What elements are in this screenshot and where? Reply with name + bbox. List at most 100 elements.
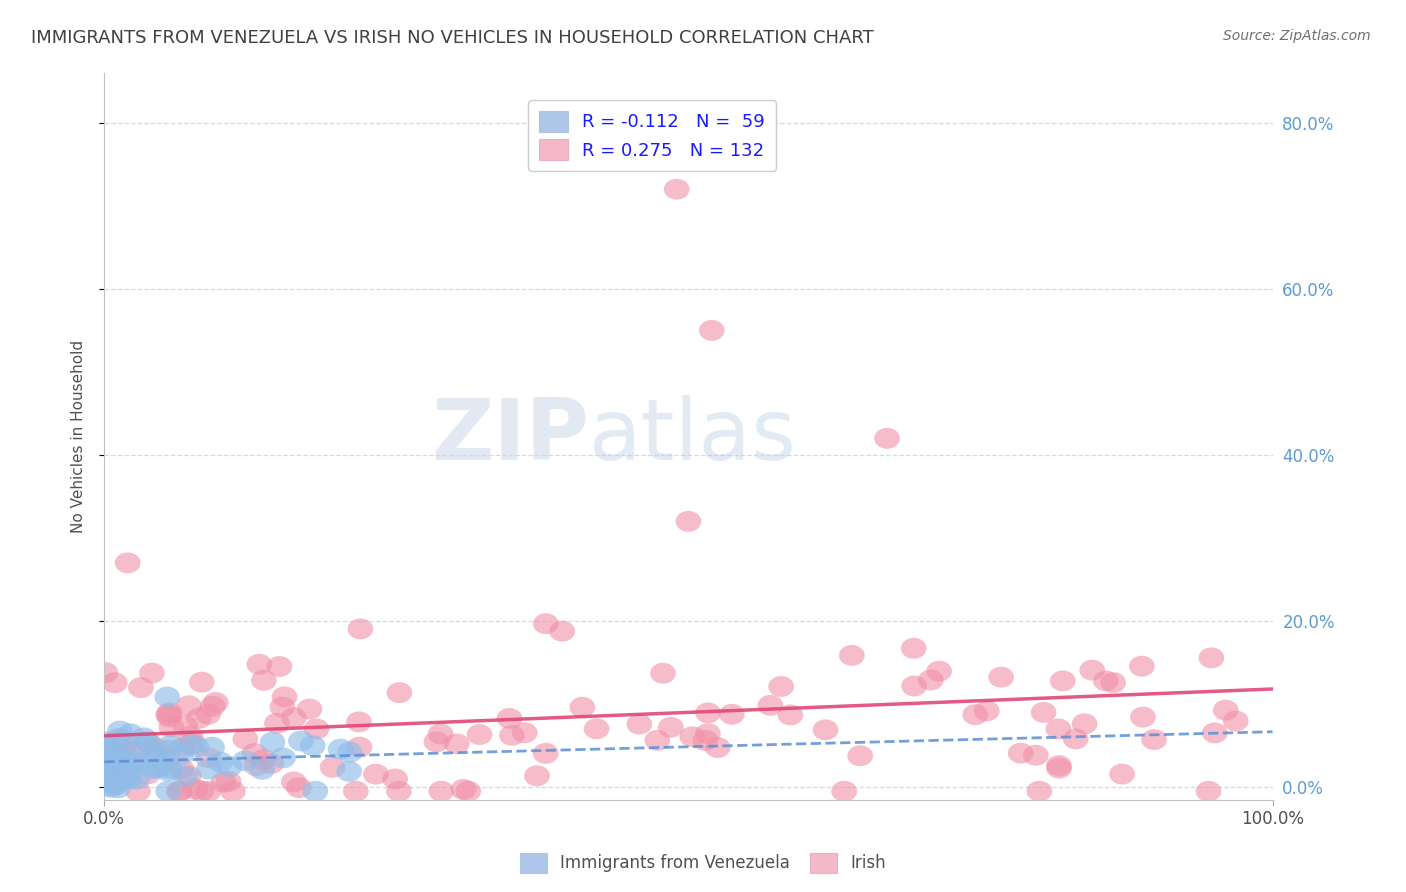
Ellipse shape <box>105 778 131 798</box>
Ellipse shape <box>186 708 212 729</box>
Ellipse shape <box>103 765 129 787</box>
Ellipse shape <box>1046 756 1071 776</box>
Ellipse shape <box>120 751 145 772</box>
Ellipse shape <box>1198 648 1225 668</box>
Ellipse shape <box>115 766 141 787</box>
Ellipse shape <box>704 737 731 758</box>
Ellipse shape <box>281 707 307 728</box>
Ellipse shape <box>156 739 181 760</box>
Ellipse shape <box>1129 656 1154 677</box>
Ellipse shape <box>695 723 721 744</box>
Ellipse shape <box>1071 714 1098 734</box>
Ellipse shape <box>143 747 169 768</box>
Ellipse shape <box>103 755 128 776</box>
Ellipse shape <box>1130 706 1156 728</box>
Ellipse shape <box>1213 699 1239 721</box>
Ellipse shape <box>918 670 943 690</box>
Ellipse shape <box>166 780 191 802</box>
Ellipse shape <box>243 756 270 776</box>
Ellipse shape <box>159 717 184 738</box>
Ellipse shape <box>974 700 1000 722</box>
Ellipse shape <box>297 698 322 720</box>
Ellipse shape <box>188 672 215 692</box>
Ellipse shape <box>103 774 129 795</box>
Ellipse shape <box>132 736 157 756</box>
Ellipse shape <box>444 733 470 755</box>
Ellipse shape <box>142 744 167 764</box>
Ellipse shape <box>98 777 124 797</box>
Ellipse shape <box>176 696 201 716</box>
Ellipse shape <box>143 758 169 779</box>
Ellipse shape <box>157 758 183 779</box>
Ellipse shape <box>664 178 689 200</box>
Ellipse shape <box>423 731 450 752</box>
Ellipse shape <box>134 731 160 752</box>
Ellipse shape <box>195 747 221 768</box>
Ellipse shape <box>1109 764 1135 784</box>
Ellipse shape <box>343 780 368 802</box>
Ellipse shape <box>1046 718 1071 739</box>
Ellipse shape <box>962 705 988 725</box>
Ellipse shape <box>169 738 195 758</box>
Ellipse shape <box>346 737 373 757</box>
Ellipse shape <box>496 708 523 729</box>
Ellipse shape <box>533 743 558 764</box>
Ellipse shape <box>128 677 153 698</box>
Ellipse shape <box>155 687 180 707</box>
Ellipse shape <box>1142 729 1167 750</box>
Ellipse shape <box>813 719 838 740</box>
Ellipse shape <box>101 673 128 693</box>
Text: IMMIGRANTS FROM VENEZUELA VS IRISH NO VEHICLES IN HOUSEHOLD CORRELATION CHART: IMMIGRANTS FROM VENEZUELA VS IRISH NO VE… <box>31 29 873 46</box>
Ellipse shape <box>524 765 550 786</box>
Ellipse shape <box>124 769 150 789</box>
Ellipse shape <box>111 732 138 754</box>
Ellipse shape <box>188 780 214 802</box>
Ellipse shape <box>328 739 353 760</box>
Ellipse shape <box>512 723 537 743</box>
Ellipse shape <box>778 705 803 725</box>
Ellipse shape <box>533 614 558 634</box>
Ellipse shape <box>901 675 927 697</box>
Ellipse shape <box>346 712 371 732</box>
Ellipse shape <box>456 780 481 802</box>
Ellipse shape <box>211 772 236 793</box>
Ellipse shape <box>96 770 121 791</box>
Ellipse shape <box>202 692 229 713</box>
Ellipse shape <box>200 696 225 716</box>
Ellipse shape <box>387 682 412 703</box>
Ellipse shape <box>299 735 326 756</box>
Ellipse shape <box>1024 745 1049 765</box>
Ellipse shape <box>569 697 595 718</box>
Ellipse shape <box>93 731 118 753</box>
Ellipse shape <box>107 721 132 741</box>
Ellipse shape <box>281 772 307 792</box>
Ellipse shape <box>177 726 204 747</box>
Ellipse shape <box>695 703 721 723</box>
Ellipse shape <box>1195 780 1222 802</box>
Ellipse shape <box>117 759 142 780</box>
Ellipse shape <box>271 687 297 707</box>
Ellipse shape <box>839 645 865 665</box>
Ellipse shape <box>693 730 718 751</box>
Ellipse shape <box>450 779 477 800</box>
Ellipse shape <box>249 759 276 780</box>
Ellipse shape <box>107 755 132 775</box>
Ellipse shape <box>166 780 193 802</box>
Ellipse shape <box>382 769 408 789</box>
Legend: Immigrants from Venezuela, Irish: Immigrants from Venezuela, Irish <box>513 847 893 880</box>
Ellipse shape <box>679 726 706 747</box>
Ellipse shape <box>156 706 181 727</box>
Ellipse shape <box>139 663 165 683</box>
Ellipse shape <box>221 780 246 802</box>
Ellipse shape <box>125 780 150 802</box>
Ellipse shape <box>267 657 292 677</box>
Ellipse shape <box>288 731 314 751</box>
Ellipse shape <box>768 676 794 697</box>
Legend: R = -0.112   N =  59, R = 0.275   N = 132: R = -0.112 N = 59, R = 0.275 N = 132 <box>529 100 776 170</box>
Y-axis label: No Vehicles in Household: No Vehicles in Household <box>72 340 86 533</box>
Ellipse shape <box>94 740 121 761</box>
Ellipse shape <box>101 753 127 773</box>
Ellipse shape <box>173 715 198 736</box>
Text: Source: ZipAtlas.com: Source: ZipAtlas.com <box>1223 29 1371 43</box>
Ellipse shape <box>155 704 181 725</box>
